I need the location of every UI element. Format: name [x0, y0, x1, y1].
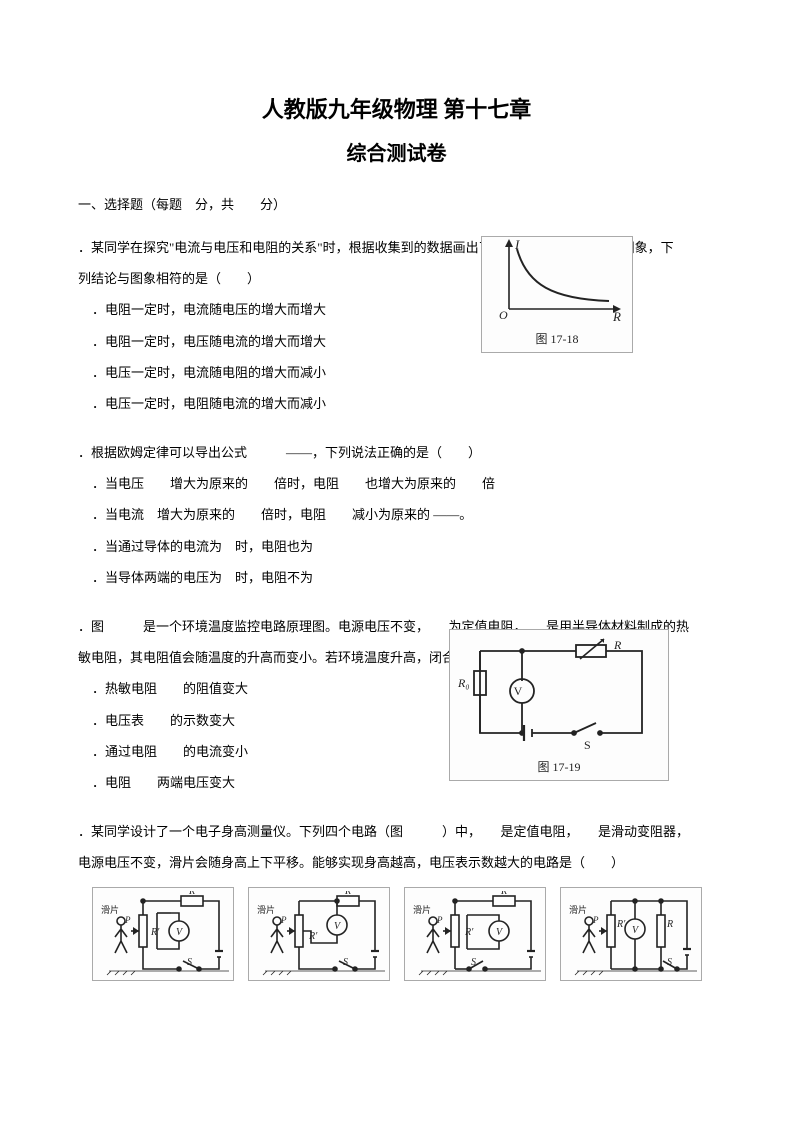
- ca-slider: 滑片: [101, 904, 119, 915]
- cd-slider: 滑片: [569, 904, 587, 915]
- cb-Rp: R′: [308, 931, 318, 942]
- figure-17-19-caption: 图 17-19: [538, 759, 581, 776]
- cc-S: S: [471, 957, 476, 968]
- circuit-option-d: R R′ V S P 滑片: [560, 887, 702, 981]
- cc-Rp: R′: [464, 927, 474, 938]
- cd-Rp: R′: [616, 919, 626, 930]
- cb-slider: 滑片: [257, 904, 275, 915]
- q2-option-b: ．当电流 增大为原来的 倍时，电阻 减小为原来的 ——。: [92, 499, 715, 530]
- cc-P: P: [436, 915, 443, 925]
- circuit-a-icon: R R′ V S P 滑片: [95, 891, 231, 977]
- exam-page: 人教版九年级物理 第十七章 综合测试卷 一、选择题（每题 分，共 分） ．某同学…: [0, 0, 793, 1122]
- question-1: ．某同学在探究"电流与电压和电阻的关系"时，根据收集到的数据画出了如图 所示的 …: [78, 232, 715, 419]
- circuit-option-a: R R′ V S P 滑片: [92, 887, 234, 981]
- figure-17-18-caption: 图 17-18: [536, 331, 579, 348]
- question-4: ．某同学设计了一个电子身高测量仪。下列四个电路（图 ）中， 是定值电阻， 是滑动…: [78, 816, 715, 980]
- ca-P: P: [124, 915, 131, 925]
- ca-Rp: R′: [150, 927, 160, 938]
- circuit-option-c: R R′ V S P 滑片: [404, 887, 546, 981]
- cc-R: R: [500, 891, 507, 897]
- figure-17-18: I R O 图 17-18: [481, 236, 633, 353]
- cb-R: R: [344, 891, 351, 897]
- circuit-d-icon: R R′ V S P 滑片: [563, 891, 699, 977]
- cc-V: V: [496, 927, 504, 938]
- figure-17-19: R₀ R V S 图 17-19: [449, 629, 669, 781]
- ca-R: R: [188, 891, 195, 897]
- circuit-option-b: R R′ V S P 滑片: [248, 887, 390, 981]
- q1-option-d: ．电压一定时，电阻随电流的增大而减小: [92, 388, 715, 419]
- q1-option-c: ．电压一定时，电流随电阻的增大而减小: [92, 357, 715, 388]
- axis-R-label: R: [612, 309, 621, 324]
- cd-P: P: [592, 915, 599, 925]
- cd-V: V: [632, 925, 640, 936]
- circuit-c-icon: R R′ V S P 滑片: [407, 891, 543, 977]
- q2-options: ．当电压 增大为原来的 倍时，电阻 也增大为原来的 倍 ．当电流 增大为原来的 …: [92, 468, 715, 593]
- question-3: ．图 是一个环境温度监控电路原理图。电源电压不变， 为定值电阻， 是用半导体材料…: [78, 611, 715, 798]
- q2-stem: ．根据欧姆定律可以导出公式 ——，下列说法正确的是（ ）: [78, 437, 715, 468]
- label-S: S: [584, 738, 591, 752]
- cb-V: V: [334, 921, 342, 932]
- q2-option-d: ．当导体两端的电压为 时，电阻不为: [92, 562, 715, 593]
- label-V: V: [514, 684, 523, 698]
- ca-V: V: [176, 927, 184, 938]
- q4-stem-line1: ．某同学设计了一个电子身高测量仪。下列四个电路（图 ）中， 是定值电阻， 是滑动…: [78, 816, 715, 847]
- circuit-17-19-icon: R₀ R V S: [456, 635, 662, 753]
- page-title-1: 人教版九年级物理 第十七章: [78, 95, 715, 126]
- q4-circuit-options: R R′ V S P 滑片: [92, 887, 715, 981]
- axis-I-label: I: [514, 237, 520, 252]
- cb-S: S: [343, 957, 348, 968]
- label-R: R: [613, 638, 622, 652]
- page-title-2: 综合测试卷: [78, 140, 715, 168]
- ca-S: S: [187, 957, 192, 968]
- circuit-b-icon: R R′ V S P 滑片: [251, 891, 387, 977]
- graph-i-r-curve-icon: I R O: [487, 237, 627, 325]
- q2-option-c: ．当通过导体的电流为 时，电阻也为: [92, 531, 715, 562]
- cb-P: P: [280, 915, 287, 925]
- q2-option-a: ．当电压 增大为原来的 倍时，电阻 也增大为原来的 倍: [92, 468, 715, 499]
- question-2: ．根据欧姆定律可以导出公式 ——，下列说法正确的是（ ） ．当电压 增大为原来的…: [78, 437, 715, 593]
- axis-origin-label: O: [499, 308, 508, 322]
- cd-R: R: [666, 919, 673, 930]
- section-1-header: 一、选择题（每题 分，共 分）: [78, 196, 715, 214]
- cc-slider: 滑片: [413, 904, 431, 915]
- label-R0: R₀: [457, 676, 470, 690]
- q4-stem-line2: 电源电压不变，滑片会随身高上下平移。能够实现身高越高，电压表示数越大的电路是（ …: [78, 847, 715, 878]
- cd-S: S: [667, 957, 672, 968]
